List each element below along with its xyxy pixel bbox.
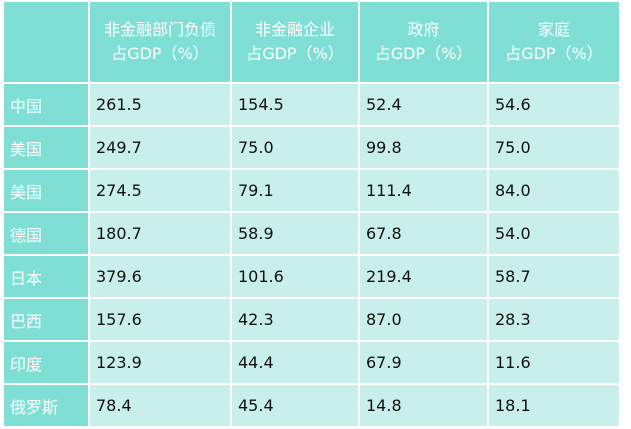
table-row: 日本 379.6 101.6 219.4 58.7: [4, 256, 619, 297]
table-row: 中国 261.5 154.5 52.4 54.6: [4, 84, 619, 125]
data-table: 非金融部门负债 占GDP（%） 非金融企业 占GDP（%） 政府 占GDP（%） 家庭 占GD…: [2, 0, 621, 428]
header-line: 非金融企业: [254, 20, 335, 39]
cell: 123.9: [90, 342, 230, 383]
header-line: 占GDP（%）: [505, 44, 603, 63]
cell: 14.8: [360, 385, 487, 426]
cell: 58.7: [489, 256, 619, 297]
cell: 79.1: [232, 170, 358, 211]
row-label: 美国: [4, 170, 88, 211]
cell: 274.5: [90, 170, 230, 211]
corner-cell: [4, 2, 88, 82]
cell: 154.5: [232, 84, 358, 125]
table-row: 德国 180.7 58.9 67.8 54.0: [4, 213, 619, 254]
row-label: 俄罗斯: [4, 385, 88, 426]
cell: 157.6: [90, 299, 230, 340]
table-row: 美国 249.7 75.0 99.8 75.0: [4, 127, 619, 168]
cell: 75.0: [232, 127, 358, 168]
cell: 379.6: [90, 256, 230, 297]
row-label: 美国: [4, 127, 88, 168]
cell: 99.8: [360, 127, 487, 168]
header-line: 占GDP（%）: [111, 44, 209, 63]
row-label: 日本: [4, 256, 88, 297]
header-line: 占GDP（%）: [246, 44, 344, 63]
cell: 101.6: [232, 256, 358, 297]
header-line: 非金融部门负债: [103, 20, 216, 39]
cell: 52.4: [360, 84, 487, 125]
cell: 111.4: [360, 170, 487, 211]
cell: 54.6: [489, 84, 619, 125]
cell: 58.9: [232, 213, 358, 254]
cell: 18.1: [489, 385, 619, 426]
cell: 28.3: [489, 299, 619, 340]
cell: 54.0: [489, 213, 619, 254]
cell: 67.9: [360, 342, 487, 383]
cell: 261.5: [90, 84, 230, 125]
table-body: 中国 261.5 154.5 52.4 54.6 美国 249.7 75.0 99.8 75.0 美…: [4, 84, 619, 426]
column-header: 非金融企业占GDP（%）: [232, 2, 358, 82]
table-row: 美国 274.5 79.1 111.4 84.0: [4, 170, 619, 211]
cell: 84.0: [489, 170, 619, 211]
column-header: 家庭占GDP（%）: [489, 2, 619, 82]
header-line: 家庭: [537, 20, 570, 39]
cell: 75.0: [489, 127, 619, 168]
table-row: 巴西 157.6 42.3 87.0 28.3: [4, 299, 619, 340]
cell: 45.4: [232, 385, 358, 426]
cell: 67.8: [360, 213, 487, 254]
cell: 78.4: [90, 385, 230, 426]
cell: 180.7: [90, 213, 230, 254]
cell: 219.4: [360, 256, 487, 297]
row-label: 巴西: [4, 299, 88, 340]
row-label: 德国: [4, 213, 88, 254]
column-header: 非金融部门负债 占GDP（%）: [90, 2, 230, 82]
header-line: 政府: [407, 20, 440, 39]
header-line: 占GDP（%）: [374, 44, 473, 63]
cell: 249.7: [90, 127, 230, 168]
table-row: 印度 123.9 44.4 67.9 11.6: [4, 342, 619, 383]
cell: 44.4: [232, 342, 358, 383]
row-label: 中国: [4, 84, 88, 125]
table-row: 俄罗斯 78.4 45.4 14.8 18.1: [4, 385, 619, 426]
row-label: 印度: [4, 342, 88, 383]
column-header: 政府占GDP（%）: [360, 2, 487, 82]
header-row: 非金融部门负债 占GDP（%） 非金融企业 占GDP（%） 政府 占GDP（%） 家庭 占GD…: [4, 2, 619, 82]
cell: 42.3: [232, 299, 358, 340]
cell: 11.6: [489, 342, 619, 383]
cell: 87.0: [360, 299, 487, 340]
